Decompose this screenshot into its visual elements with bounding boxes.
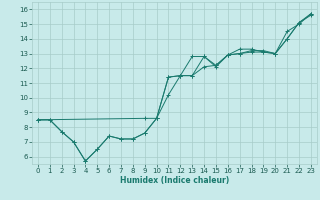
X-axis label: Humidex (Indice chaleur): Humidex (Indice chaleur) [120, 176, 229, 185]
